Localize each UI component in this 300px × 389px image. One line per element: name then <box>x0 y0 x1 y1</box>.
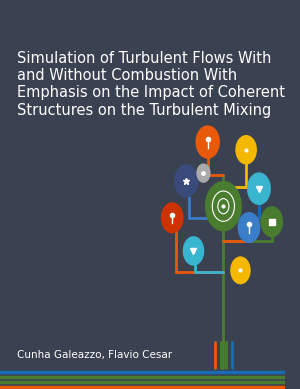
Circle shape <box>235 135 257 165</box>
Text: Simulation of Turbulent Flows With and Without Combustion With Emphasis on the I: Simulation of Turbulent Flows With and W… <box>17 51 285 118</box>
Circle shape <box>247 172 271 205</box>
Circle shape <box>196 163 211 183</box>
Circle shape <box>161 202 184 233</box>
Circle shape <box>174 164 199 198</box>
Circle shape <box>238 212 260 243</box>
Circle shape <box>196 125 220 159</box>
Circle shape <box>183 236 204 266</box>
Circle shape <box>230 256 251 284</box>
Text: Cunha Galeazzo, Flavio Cesar: Cunha Galeazzo, Flavio Cesar <box>17 350 172 360</box>
Circle shape <box>260 206 283 237</box>
Circle shape <box>205 181 242 231</box>
